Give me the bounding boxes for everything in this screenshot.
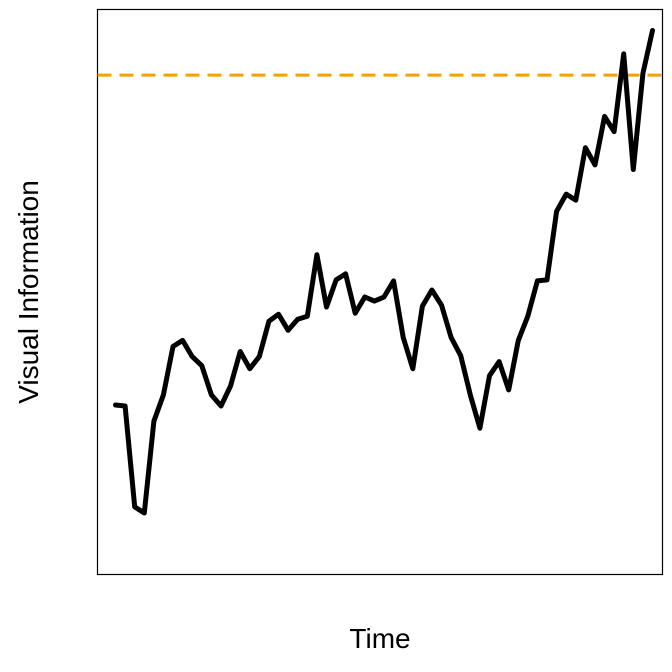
- series-line: [113, 28, 655, 516]
- plot-frame: [96, 8, 664, 576]
- x-axis-title: Time: [349, 623, 410, 654]
- data-points: [115, 30, 653, 514]
- y-axis-title: Visual Information: [13, 180, 44, 404]
